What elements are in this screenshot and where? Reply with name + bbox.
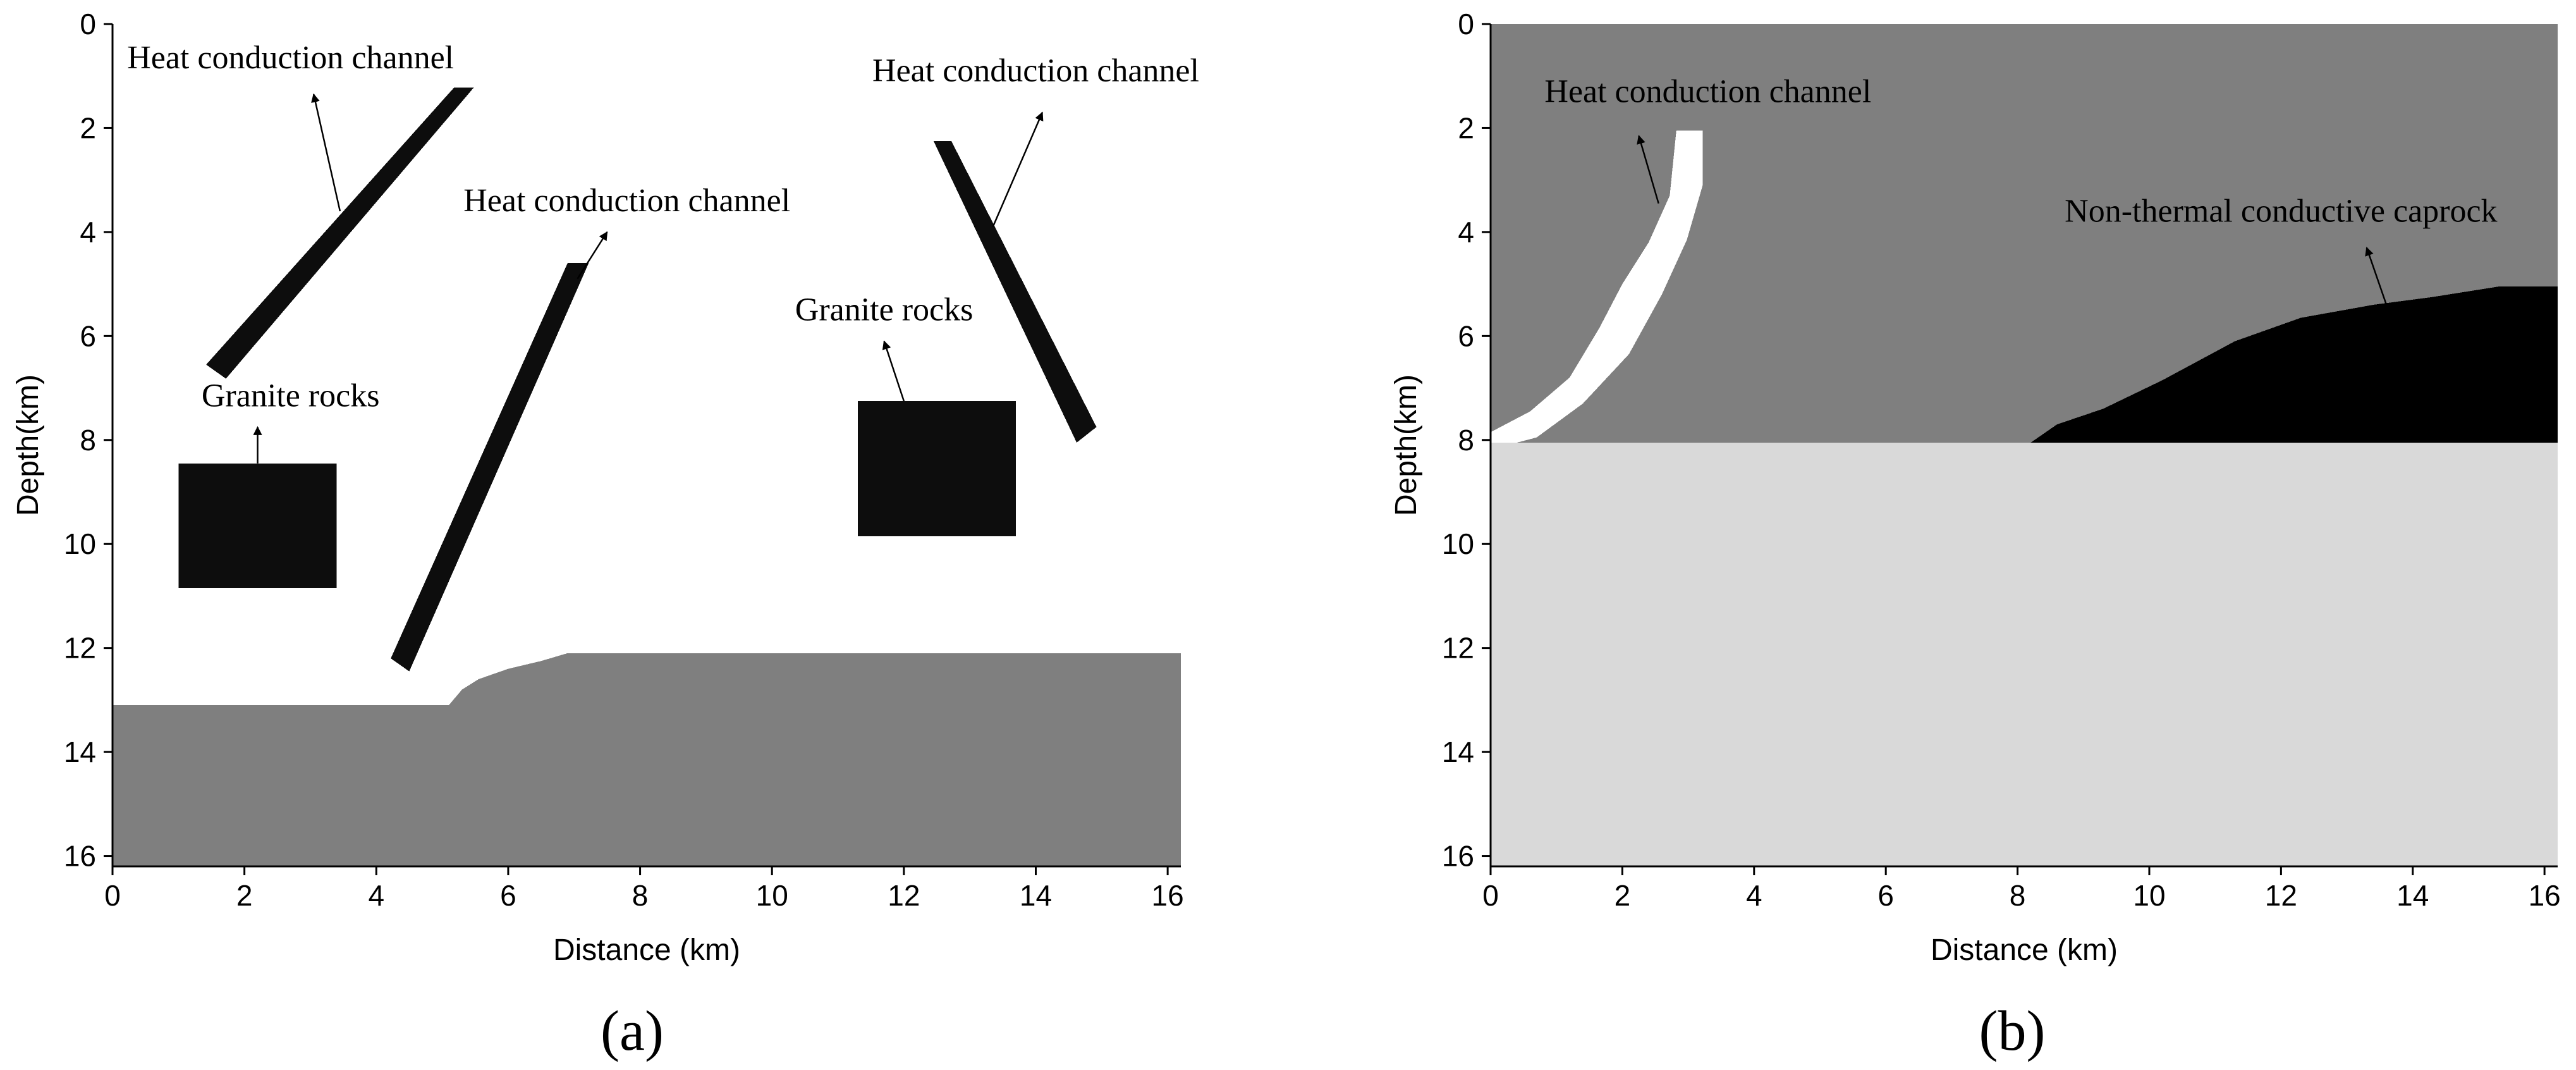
panel-a-region-granite-2 — [857, 401, 1016, 536]
panel-a-y-axis-title: Depth(km) — [11, 374, 45, 516]
panel-b-annotation-label: Non-thermal conductive caprock — [2065, 193, 2497, 229]
panel-a-y-tick-label: 16 — [64, 840, 96, 873]
panel-b-x-tick-label: 16 — [2529, 879, 2561, 912]
panel-a-y-tick-label: 8 — [80, 424, 96, 457]
panel-a-region-granite-1 — [178, 463, 337, 589]
panel-b-y-tick-label: 6 — [1458, 319, 1474, 352]
panel-b-y-tick-label: 14 — [1442, 735, 1474, 768]
panel-a-annotation-arrow — [882, 340, 905, 402]
panel-b-x-tick-label: 8 — [2010, 879, 2026, 912]
panel-a-x-tick-label: 10 — [756, 879, 788, 912]
panel-b-region-lower-layer — [1491, 442, 2558, 866]
panel-a-y-tick-label: 12 — [64, 632, 96, 665]
panel-b-y-tick-label: 4 — [1458, 216, 1474, 249]
panel-a-annotation-label: Heat conduction channel — [127, 40, 454, 76]
panel-a-x-axis-title: Distance (km) — [553, 933, 740, 967]
panel-b-y-tick-label: 0 — [1458, 8, 1474, 40]
panel-a-region-basement — [113, 653, 1181, 866]
panel-b-x-tick-label: 6 — [1877, 879, 1894, 912]
panel-a-annotation-arrow — [577, 231, 608, 280]
panel-a-annotation-label: Granite rocks — [795, 292, 974, 328]
panel-a-region-channel-1 — [206, 87, 474, 379]
panel-a-x-tick-label: 6 — [500, 879, 516, 912]
panel-a-x-tick-label: 0 — [104, 879, 121, 912]
panel-a-annotation-label: Granite rocks — [202, 378, 380, 414]
panel-a-y-tick-label: 14 — [64, 735, 96, 768]
panel-a-annotation-label: Heat conduction channel — [872, 52, 1199, 89]
panel-b-annotation-label: Heat conduction channel — [1544, 73, 1871, 109]
panel-a-x-tick-label: 16 — [1152, 879, 1184, 912]
panel-b-y-tick-label: 10 — [1442, 527, 1474, 560]
panel-b-region-caprock — [2030, 286, 2558, 443]
panel-b-region-heat-conduction-channel — [1491, 130, 1703, 443]
panel-b-annotation-arrow — [2365, 247, 2388, 305]
panel-a-region-channel-2 — [391, 263, 589, 672]
panel-a-x-tick-label: 2 — [236, 879, 253, 912]
panel-a-y-tick-label: 0 — [80, 8, 96, 40]
panel-a-annotation-arrow — [311, 93, 341, 212]
panel-a-label: (a) — [601, 1000, 664, 1062]
panel-b-x-tick-label: 0 — [1482, 879, 1499, 912]
panel-b-y-tick-label: 12 — [1442, 632, 1474, 665]
panel-b-x-tick-label: 10 — [2133, 879, 2165, 912]
panel-b-x-tick-label: 4 — [1746, 879, 1762, 912]
panel-b-y-tick-label: 8 — [1458, 424, 1474, 457]
panel-a-x-tick-label: 8 — [632, 879, 649, 912]
panel-b-y-axis-title: Depth(km) — [1389, 374, 1423, 516]
panel-a-x-tick-label: 14 — [1020, 879, 1052, 912]
panel-b-y-tick-label: 2 — [1458, 111, 1474, 144]
panel-a-y-tick-label: 6 — [80, 319, 96, 352]
panel-a-region-channel-3 — [933, 141, 1097, 443]
panel-b-x-axis-title: Distance (km) — [1931, 933, 2118, 967]
panel-b-x-tick-label: 12 — [2265, 879, 2297, 912]
panel-a-x-tick-label: 12 — [888, 879, 920, 912]
panel-b-x-tick-label: 14 — [2396, 879, 2429, 912]
panel-a-x-tick-label: 4 — [368, 879, 384, 912]
panel-b-label: (b) — [1979, 1000, 2046, 1062]
panel-a-y-tick-label: 2 — [80, 111, 96, 144]
panel-a-annotation-arrow — [992, 111, 1044, 228]
panel-a-annotation-label: Heat conduction channel — [463, 183, 790, 219]
panel-a-y-tick-label: 10 — [64, 527, 96, 560]
panel-a-y-tick-label: 4 — [80, 216, 96, 249]
panel-b-annotation-arrow — [1637, 135, 1659, 204]
panel-b-x-tick-label: 2 — [1615, 879, 1631, 912]
panel-b-y-tick-label: 16 — [1442, 840, 1474, 873]
